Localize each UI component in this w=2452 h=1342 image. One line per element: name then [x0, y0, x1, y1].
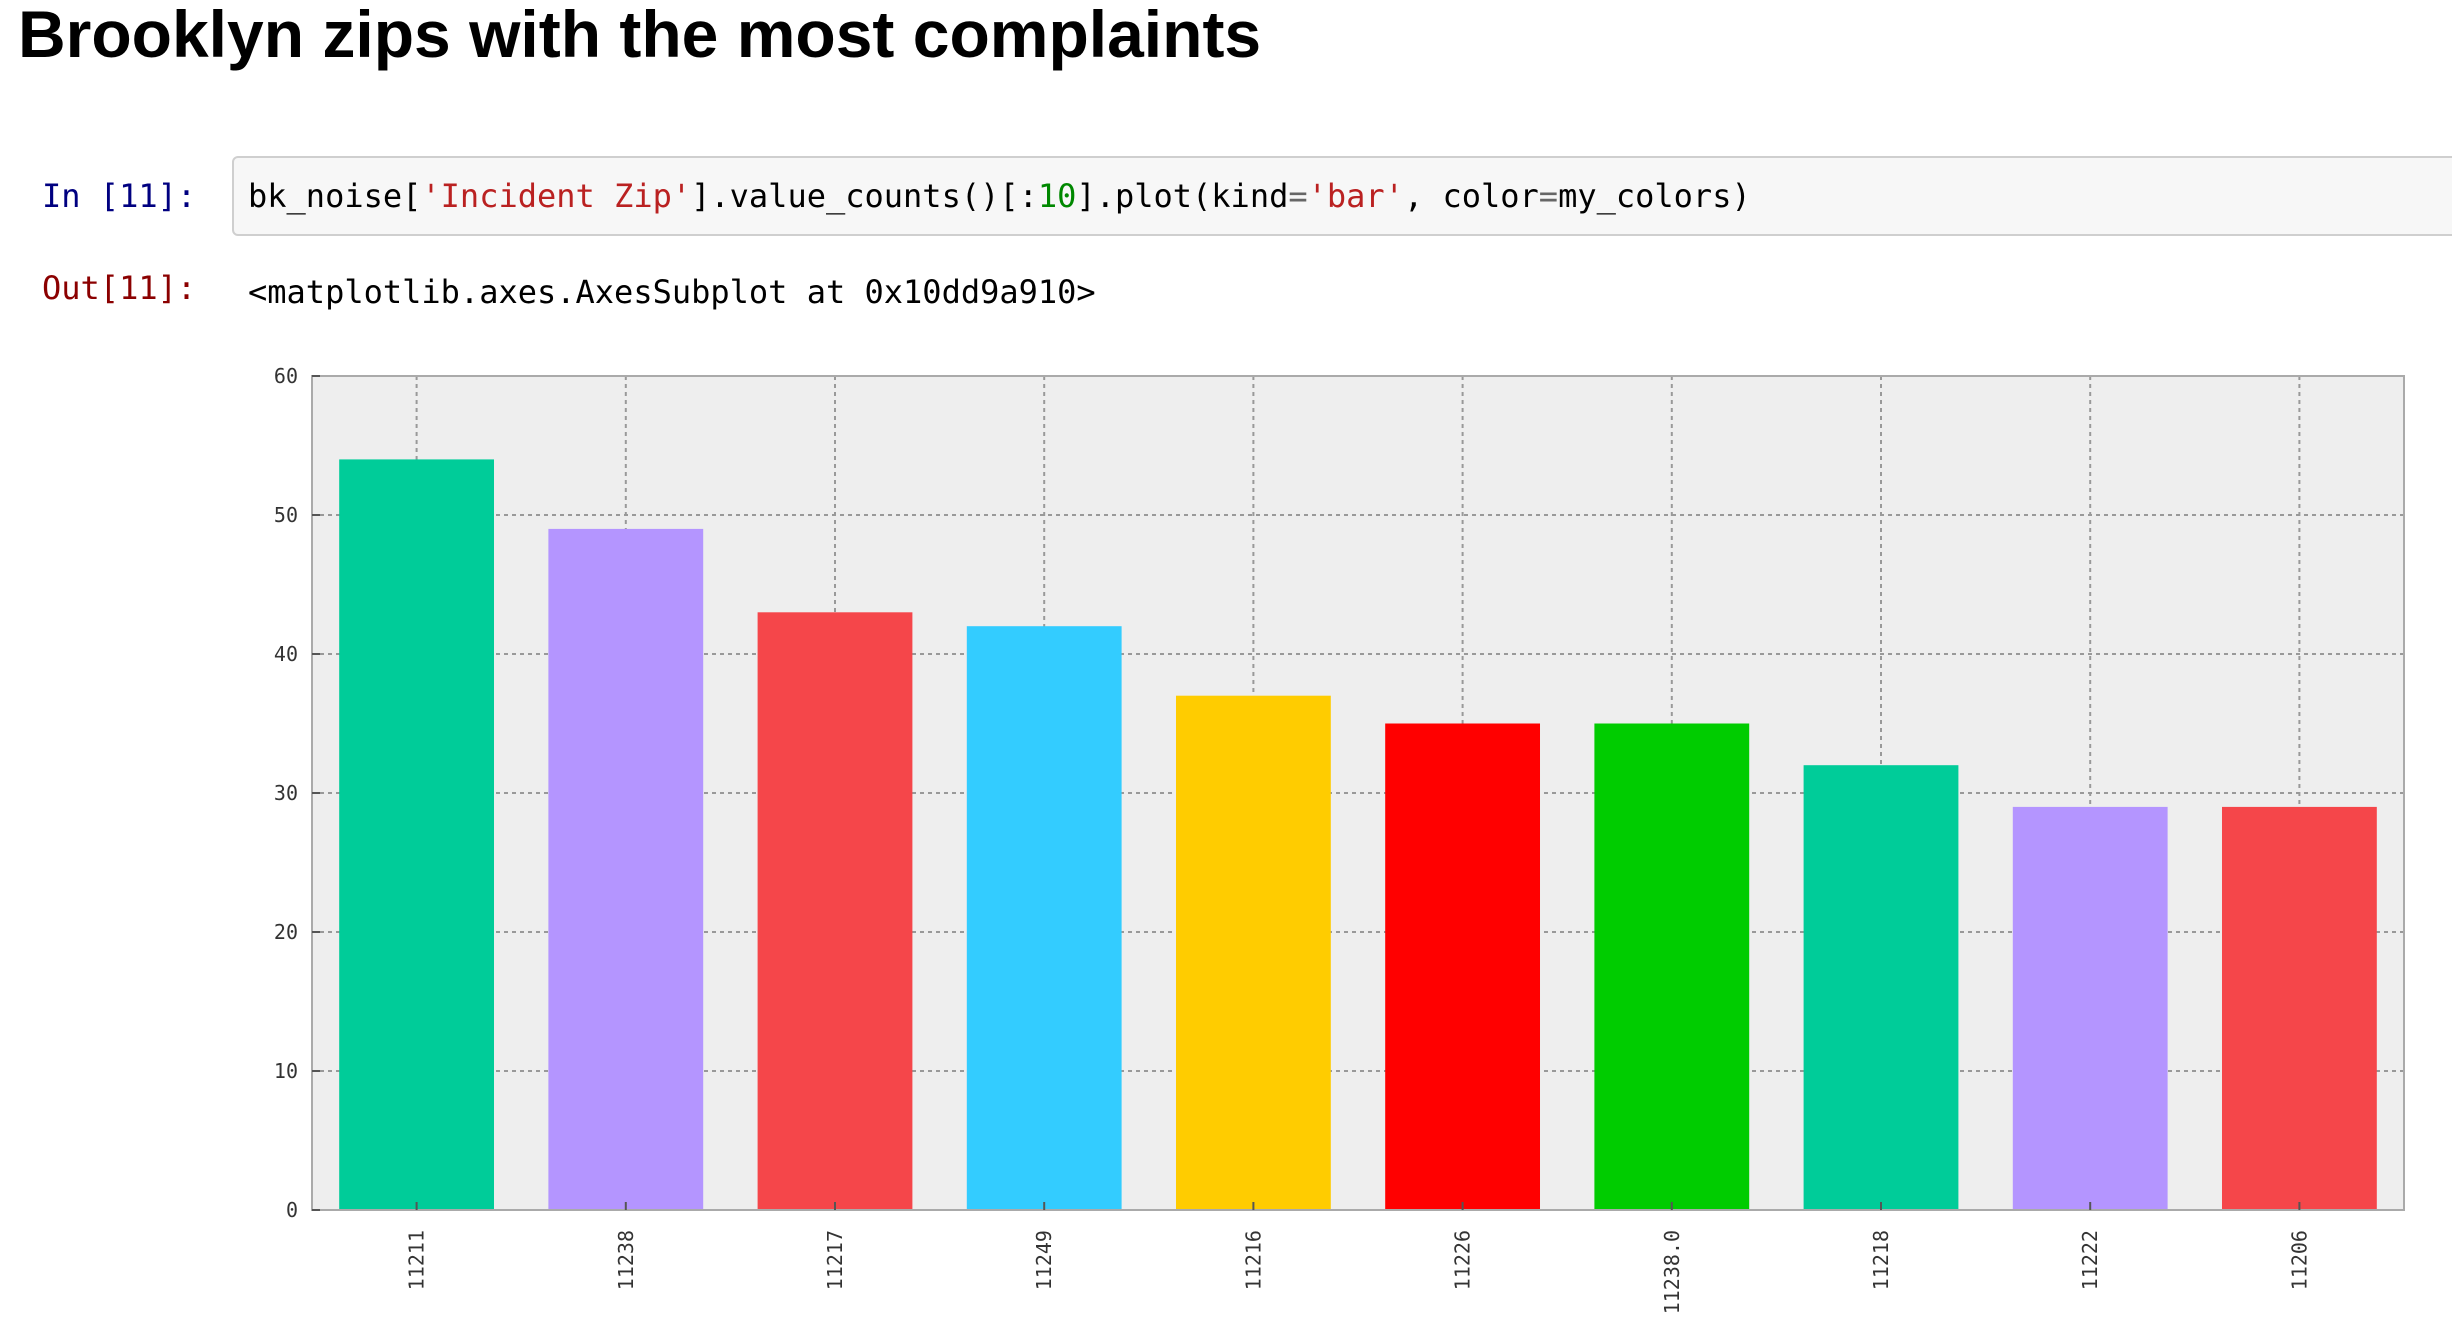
code-token: ].value_counts()[:: [691, 177, 1038, 215]
code-input-cell[interactable]: bk_noise['Incident Zip'].value_counts()[…: [232, 156, 2452, 236]
bar-11226: [1385, 723, 1541, 1210]
output-prompt: Out[11]:: [42, 269, 197, 307]
bar-11218: [1803, 765, 1959, 1210]
xtick-label: 11226: [1451, 1230, 1475, 1290]
bar-11217: [757, 612, 913, 1210]
code-string: 'Incident Zip': [421, 177, 692, 215]
xtick-label: 11216: [1241, 1230, 1265, 1290]
code-number: 10: [1037, 177, 1077, 215]
code-text[interactable]: bk_noise['Incident Zip'].value_counts()[…: [248, 176, 1751, 216]
bar-11222: [2012, 806, 2168, 1210]
ytick-label: 40: [274, 642, 298, 666]
code-string: 'bar': [1307, 177, 1404, 215]
ytick-label: 50: [274, 503, 298, 527]
code-token: my_colors): [1558, 177, 1751, 215]
bar-11211: [339, 459, 495, 1210]
code-token: , color: [1403, 177, 1539, 215]
xtick-label: 11249: [1032, 1230, 1056, 1290]
xtick-label: 11211: [405, 1230, 429, 1290]
code-token: bk_noise[: [248, 177, 422, 215]
xtick-label: 11222: [2078, 1230, 2102, 1290]
xtick-label: 11238: [614, 1230, 638, 1290]
xtick-label: 11218: [1869, 1230, 1893, 1290]
xtick-label: 11217: [823, 1230, 847, 1290]
bar-11249: [966, 626, 1122, 1210]
xtick-label: 11206: [2287, 1230, 2311, 1290]
input-prompt: In [11]:: [42, 177, 197, 215]
code-token: ].plot(kind: [1076, 177, 1289, 215]
code-operator: =: [1288, 177, 1308, 215]
ytick-label: 10: [274, 1059, 298, 1083]
ytick-label: 60: [274, 364, 298, 388]
bar-11238.0: [1594, 723, 1750, 1210]
code-operator: =: [1538, 177, 1559, 215]
ytick-label: 20: [274, 920, 298, 944]
bar-11216: [1175, 695, 1331, 1210]
bar-11206: [2221, 806, 2377, 1210]
bar-11238: [548, 528, 704, 1210]
ytick-label: 30: [274, 781, 298, 805]
page-title: Brooklyn zips with the most complaints: [18, 0, 1262, 71]
xtick-label: 11238.0: [1660, 1230, 1684, 1314]
output-text: <matplotlib.axes.AxesSubplot at 0x10dd9a…: [248, 273, 1096, 311]
ytick-label: 0: [286, 1198, 298, 1222]
